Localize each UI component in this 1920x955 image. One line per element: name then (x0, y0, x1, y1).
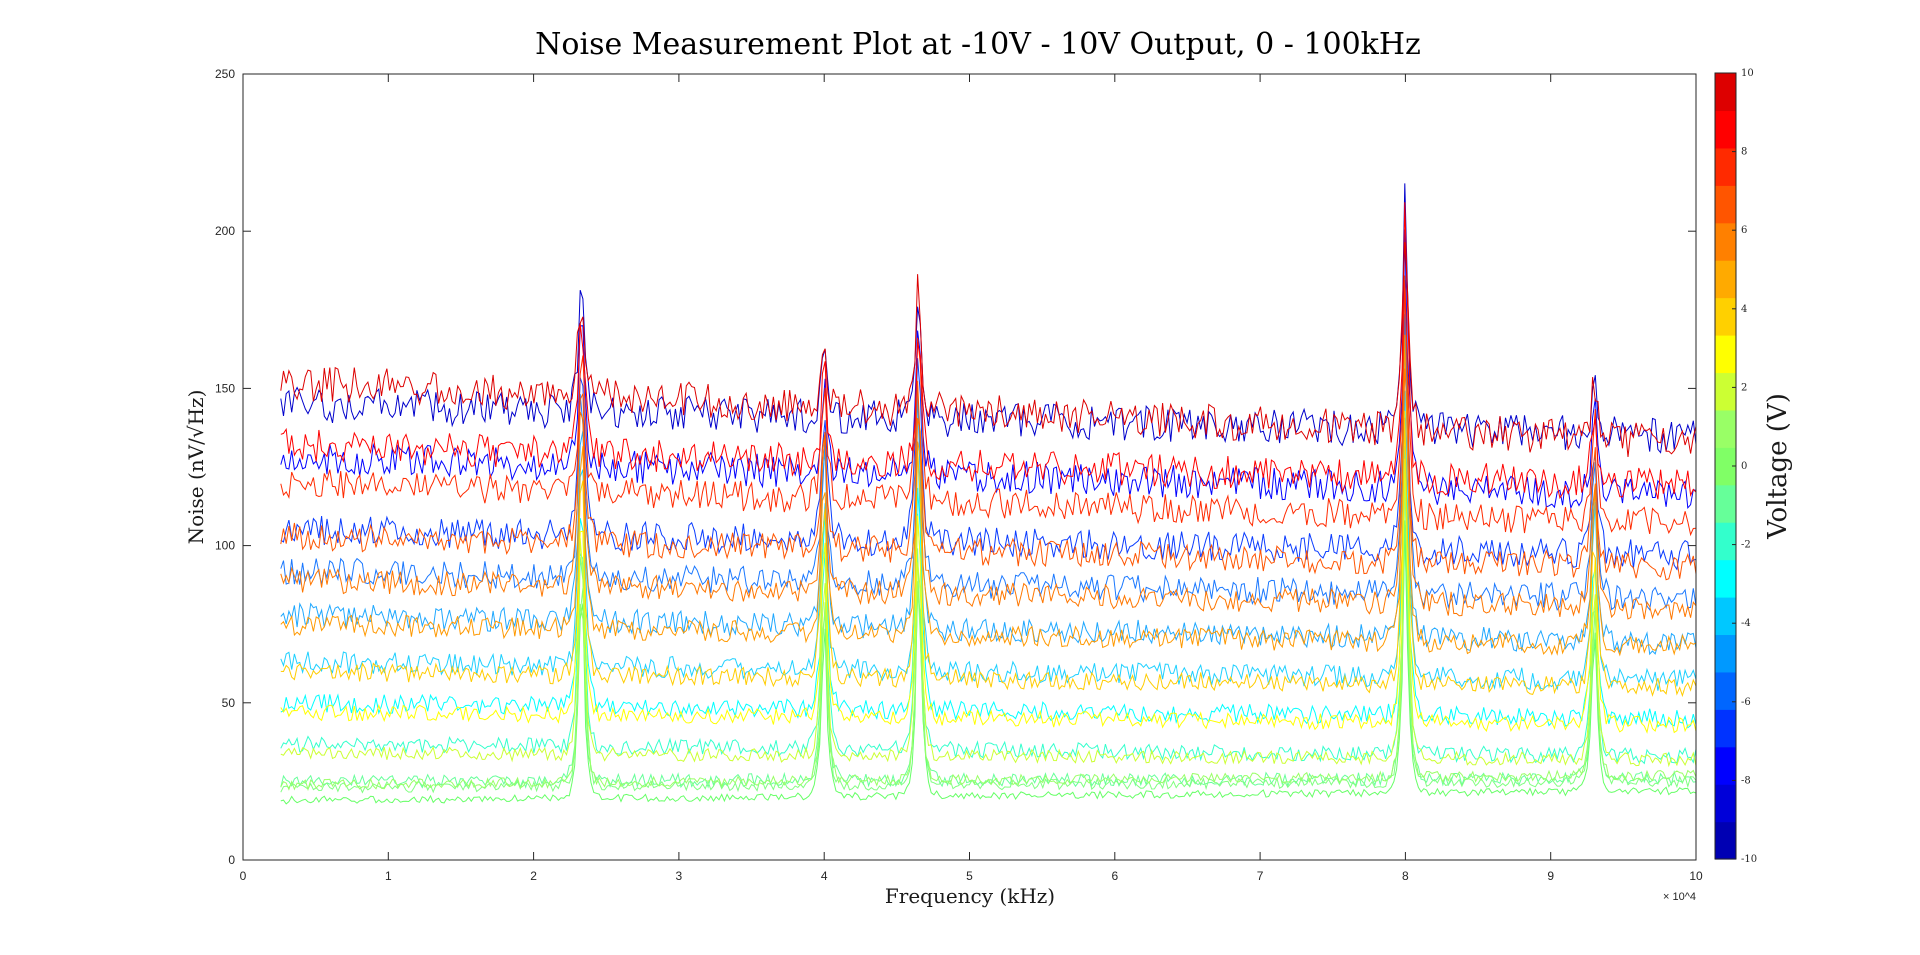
series-line--5v (280, 390, 1697, 691)
colorbar-tick-label: 0 (1741, 461, 1747, 472)
colorbar-band (1715, 260, 1736, 299)
colorbar-band (1715, 297, 1736, 336)
colorbar-band (1715, 222, 1736, 261)
colorbar-band (1715, 409, 1736, 448)
colorbar-ticks: -10 -8 -6 -4 -2 0 2 4 6 8 10 (1732, 68, 1757, 865)
x-tick-label: 7 (1257, 869, 1264, 883)
colorbar-label: Voltage (V) (1763, 393, 1793, 540)
colorbar-tick-label: 4 (1741, 304, 1747, 315)
x-tick-label: 8 (1402, 869, 1409, 883)
y-tick-label: 50 (222, 696, 236, 710)
y-tick-label: 250 (215, 67, 235, 81)
series-line--7v (280, 314, 1697, 611)
colorbar-band (1715, 484, 1736, 523)
x-tick-label: 6 (1111, 869, 1118, 883)
series-line--6v (280, 336, 1697, 656)
colorbar-tick-label: -8 (1741, 775, 1751, 786)
colorbar-tick-label: -4 (1741, 618, 1751, 629)
series-line-5v (280, 334, 1697, 657)
colorbar-band (1715, 821, 1736, 860)
y-axis-label: Noise (nV/√Hz) (184, 390, 208, 545)
colorbar-tick-label: 10 (1741, 68, 1754, 79)
colorbar-band (1715, 335, 1736, 374)
y-tick-label: 0 (228, 853, 235, 867)
colorbar-tick-label: -10 (1741, 854, 1757, 865)
colorbar-tick-label: -6 (1741, 697, 1751, 708)
series-line-1v (280, 476, 1697, 792)
series-line-10v (280, 242, 1697, 457)
colorbar: -10 -8 -6 -4 -2 0 2 4 6 8 10 (1714, 68, 1757, 865)
series-line-6v (280, 368, 1697, 620)
series-line--8v (280, 280, 1697, 571)
colorbar-band (1715, 746, 1736, 785)
colorbar-band (1715, 147, 1736, 186)
x-tick-label: 9 (1547, 869, 1554, 883)
series-line--3v (280, 477, 1697, 765)
series-line-4v (280, 417, 1697, 698)
x-tick-label: 1 (385, 869, 392, 883)
series-line--2v (280, 524, 1697, 789)
x-axis-exponent: × 10^4 (1663, 891, 1696, 903)
series-line--4v (280, 445, 1697, 729)
x-tick-label: 4 (821, 869, 828, 883)
x-axis-label: Frequency (kHz) (885, 884, 1055, 908)
colorbar-tick-label: 2 (1741, 382, 1747, 393)
x-tick-label: 0 (240, 869, 247, 883)
y-tick-label: 200 (215, 224, 235, 238)
series-line-3v (280, 410, 1697, 734)
series-line--9v (280, 229, 1697, 510)
series-line-2v (280, 458, 1697, 768)
colorbar-band (1715, 447, 1736, 486)
series-group (280, 183, 1697, 805)
colorbar-band (1715, 709, 1736, 748)
series-line-7v (280, 275, 1697, 581)
x-tick-label: 2 (530, 869, 537, 883)
plot-area: 0 1 2 3 4 5 6 7 8 9 10 0 50 100 150 200 250 (215, 67, 1703, 883)
chart-title: Noise Measurement Plot at -10V - 10V Out… (535, 27, 1421, 62)
colorbar-band (1715, 634, 1736, 673)
colorbar-band (1715, 185, 1736, 224)
colorbar-band (1715, 73, 1736, 112)
y-axis-ticks: 0 50 100 150 200 250 (215, 67, 1696, 867)
series-line--10v (280, 183, 1697, 454)
colorbar-bands (1715, 73, 1736, 860)
y-tick-label: 150 (215, 381, 235, 395)
x-tick-label: 10 (1689, 869, 1703, 883)
colorbar-band (1715, 597, 1736, 636)
colorbar-tick-label: -2 (1741, 540, 1751, 551)
x-tick-label: 5 (966, 869, 973, 883)
colorbar-band (1715, 671, 1736, 710)
series-line-8v (280, 280, 1697, 537)
colorbar-band (1715, 110, 1736, 149)
x-tick-label: 3 (676, 869, 683, 883)
colorbar-band (1715, 372, 1736, 411)
series-line-9v (280, 202, 1697, 500)
x-axis-ticks: 0 1 2 3 4 5 6 7 8 9 10 (240, 74, 1703, 883)
colorbar-band (1715, 522, 1736, 561)
colorbar-band (1715, 784, 1736, 823)
colorbar-tick-label: 6 (1741, 225, 1747, 236)
series-line-0v (280, 520, 1697, 805)
y-tick-label: 100 (215, 539, 235, 553)
colorbar-tick-label: 8 (1741, 147, 1747, 158)
colorbar-band (1715, 559, 1736, 598)
